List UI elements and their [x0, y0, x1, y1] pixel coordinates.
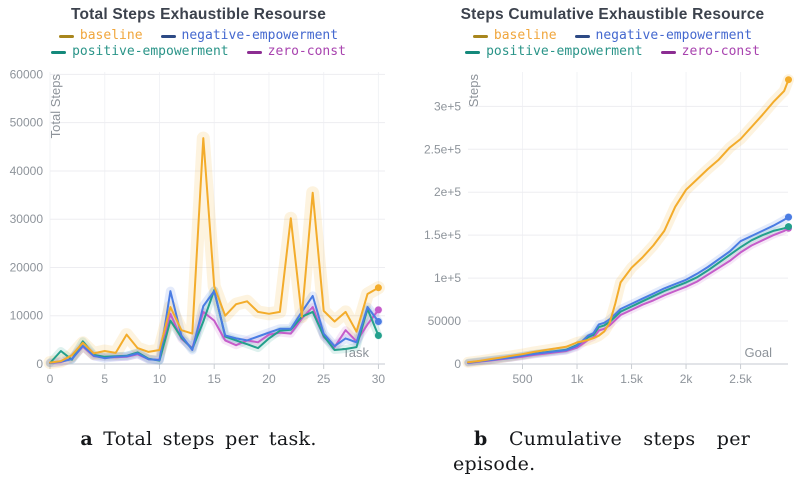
legend-row: positive-empowerment zero-const [431, 44, 794, 60]
y-tick-label: 0 [36, 357, 43, 371]
y-axis-title: Total Steps [48, 74, 63, 139]
captions-row: a Total steps per task. b Cumulative ste… [0, 428, 794, 475]
series-endpoint-negative-empowerment [785, 213, 792, 221]
caption-b-line1: b Cumulative steps per [453, 428, 755, 450]
x-axis-title: Goal [745, 345, 773, 360]
chart-plot-area: 0 50000 1e+5 1.5e+5 2e+5 2.5e+5 3e+5 500 1k 1.5k 2… [424, 72, 794, 386]
legend-label: zero-const [681, 44, 760, 59]
x-tick-label: 30 [372, 372, 386, 386]
legend-item-negative-empowerment: negative-empowerment [574, 28, 753, 44]
caption-b-text: Cumulative steps per [508, 428, 751, 450]
x-tick-label: 2k [680, 372, 694, 386]
caption-b-label: b [474, 428, 488, 450]
caption-b: b Cumulative steps per episode. [453, 428, 755, 475]
y-tick-label: 30000 [10, 212, 44, 226]
series-line-negative-empowerment [467, 216, 790, 364]
legend-item-positive-empowerment: positive-empowerment [51, 44, 229, 60]
charts-row: Total Steps Exhaustible Resourse baselin… [0, 0, 794, 398]
legend-line-swatch [58, 34, 74, 38]
chart-title: Steps Cumulative Exhaustible Resource [460, 6, 765, 23]
x-tick-label: 500 [512, 372, 532, 386]
series-endpoint-zero-const [374, 306, 382, 314]
y-tick-label: 40000 [10, 164, 44, 178]
series-endpoint-baseline [785, 76, 792, 84]
y-tick-label: 2.5e+5 [424, 142, 461, 156]
legend-label: negative-empowerment [595, 28, 753, 43]
legend-item-negative-empowerment: negative-empowerment [160, 28, 339, 44]
x-tick-label: 15 [208, 372, 222, 386]
y-axis-title: Steps [466, 74, 481, 108]
caption-a-label: a [80, 428, 93, 450]
caption-a: a Total steps per task. [0, 428, 397, 475]
legend-label: positive-empowerment [72, 44, 229, 59]
series-endpoint-baseline [374, 284, 382, 292]
legend-item-zero-const: zero-const [246, 44, 346, 60]
legend-line-swatch [472, 34, 488, 38]
caption-a-text: Total steps per task. [103, 428, 317, 450]
x-tick-label: 1k [571, 372, 585, 386]
y-tick-label: 50000 [10, 116, 44, 130]
legend-item-positive-empowerment: positive-empowerment [465, 44, 643, 60]
legend-item-baseline: baseline [58, 28, 143, 44]
legend-line-swatch [51, 50, 67, 54]
legend-item-zero-const: zero-const [660, 44, 760, 60]
y-tick-label: 20000 [10, 260, 44, 274]
legend-label: baseline [493, 28, 557, 43]
x-tick-label: 1.5k [620, 372, 644, 386]
y-tick-label: 10000 [10, 309, 44, 323]
y-tick-label: 60000 [10, 67, 44, 81]
x-tick-label: 10 [153, 372, 167, 386]
series-line-baseline [49, 137, 380, 364]
y-tick-label: 1.5e+5 [424, 228, 461, 242]
x-tick-label: 5 [101, 372, 108, 386]
legend-line-swatch [660, 50, 676, 54]
legend-label: zero-const [267, 44, 346, 59]
legend-label: positive-empowerment [486, 44, 643, 59]
y-tick-label: 1e+5 [434, 271, 461, 285]
chart-cumulative-steps: Steps Cumulative Exhaustible Resource ba… [397, 0, 794, 398]
caption-b-line2: episode. [453, 453, 536, 475]
chart-title: Total Steps Exhaustible Resourse [70, 6, 327, 23]
legend-item-baseline: baseline [472, 28, 557, 44]
x-tick-label: 0 [47, 372, 54, 386]
x-tick-label: 25 [317, 372, 331, 386]
chart-header: Total Steps Exhaustible Resourse baselin… [0, 0, 397, 60]
legend-line-swatch [465, 50, 481, 54]
legend-line-swatch [574, 34, 590, 38]
series-endpoint-positive-empowerment [374, 332, 382, 339]
legend-line-swatch [160, 34, 176, 38]
y-tick-label: 50000 [428, 314, 462, 328]
chart-legend: baseline negative-empowerment positive-emp… [0, 28, 397, 60]
series-line-baseline [467, 78, 790, 364]
y-tick-label: 0 [454, 357, 461, 371]
paper-figure: Total Steps Exhaustible Resourse baselin… [0, 0, 794, 475]
x-tick-label: 2.5k [729, 372, 753, 386]
series-endpoint-positive-empowerment [785, 223, 792, 231]
legend-row: baseline negative-empowerment [431, 28, 794, 44]
legend-line-swatch [246, 50, 262, 54]
x-tick-label: 20 [262, 372, 276, 386]
legend-row: positive-empowerment zero-const [0, 44, 397, 60]
y-tick-label: 3e+5 [434, 99, 461, 113]
series-endpoint-negative-empowerment [374, 318, 382, 325]
chart-header: Steps Cumulative Exhaustible Resource ba… [397, 0, 794, 60]
chart-legend: baseline negative-empowerment positive-emp… [431, 28, 794, 60]
y-tick-label: 2e+5 [434, 185, 461, 199]
chart-total-steps-per-task: Total Steps Exhaustible Resourse baselin… [0, 0, 397, 398]
series-line-negative-empowerment [49, 290, 380, 364]
legend-row: baseline negative-empowerment [0, 28, 397, 44]
legend-label: baseline [79, 28, 143, 43]
chart-plot-area: 0 10000 20000 30000 40000 50000 60000 0 5 10 15 20 2… [10, 67, 386, 386]
legend-label: negative-empowerment [181, 28, 339, 43]
